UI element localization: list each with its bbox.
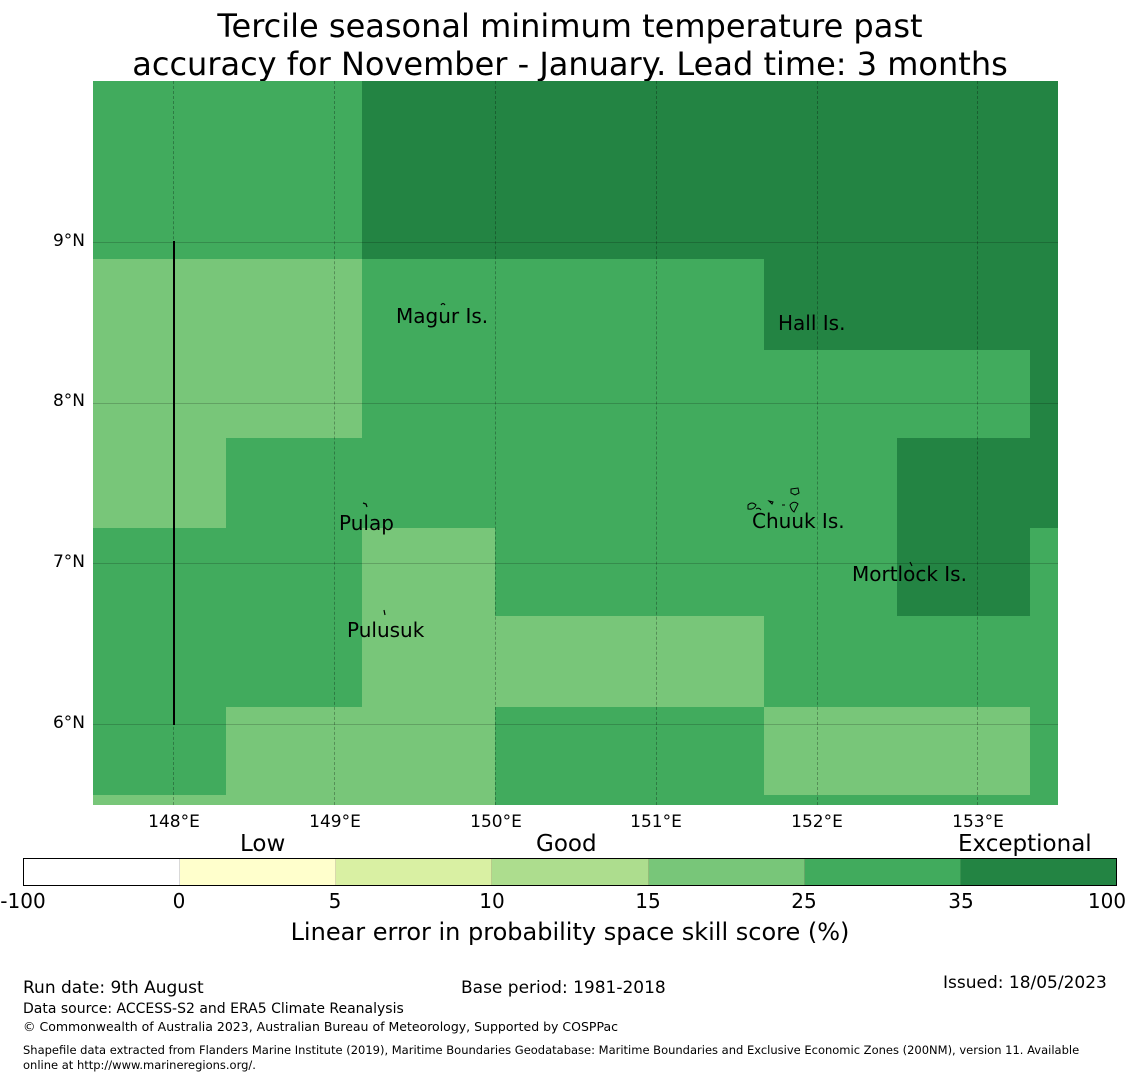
legend-category-exceptional: Exceptional <box>958 831 1092 857</box>
skill-cell <box>93 81 362 260</box>
skill-cell <box>93 259 362 439</box>
issued-date: Issued: 18/05/2023 <box>943 973 1107 993</box>
skill-cell <box>361 528 496 708</box>
parallel-line <box>93 563 1058 565</box>
skill-cell <box>1030 528 1058 618</box>
place-label-pulusuk: Pulusuk <box>347 618 425 642</box>
shapefile-credit-line-1: Shapefile data extracted from Flanders M… <box>23 1043 1080 1057</box>
colorbar-tick: 10 <box>479 889 505 913</box>
skill-score-map: Magur Is. Hall Is. Pulap Chuuk Is. Mortl… <box>93 81 1058 805</box>
skill-cell <box>226 706 496 796</box>
lon-label: 150°E <box>470 812 522 832</box>
skill-cell <box>1030 349 1058 439</box>
skill-cell <box>763 794 1031 805</box>
skill-cell <box>93 437 227 529</box>
skill-cell <box>763 349 1031 439</box>
colorbar-segment <box>960 859 1116 885</box>
colorbar-segment <box>648 859 805 885</box>
place-label-pulap: Pulap <box>339 511 394 535</box>
skill-cell <box>361 259 764 439</box>
place-label-chuuk: Chuuk Is. <box>752 509 845 533</box>
colorbar-segment <box>24 859 181 885</box>
island-outlines <box>362 302 913 616</box>
lat-label: 6°N <box>52 713 85 733</box>
legend-category-good: Good <box>536 831 597 857</box>
shapefile-credit-line-2: online at http://www.marineregions.org/. <box>23 1058 256 1072</box>
skill-cell <box>495 528 897 618</box>
colorbar-tick: 35 <box>948 889 974 913</box>
colorbar-tick: 0 <box>172 889 186 913</box>
maritime-boundary-line <box>173 241 175 725</box>
colorbar-tick: 25 <box>791 889 817 913</box>
skill-cell <box>226 437 898 529</box>
colorbar-segment <box>336 859 493 885</box>
meridian-line <box>816 81 818 805</box>
meridian-line <box>655 81 657 805</box>
lon-label: 151°E <box>630 812 682 832</box>
parallel-line <box>93 402 1058 404</box>
colorbar-tick: 100 <box>1087 889 1127 913</box>
colorbar-segment <box>804 859 961 885</box>
run-date: Run date: 9th August <box>23 978 204 998</box>
colorbar-tick: -100 <box>0 889 46 913</box>
skill-cell <box>763 259 1058 351</box>
skill-cell <box>93 706 227 796</box>
skill-cell <box>763 616 1058 708</box>
lon-label: 152°E <box>791 812 843 832</box>
legend-category-low: Low <box>240 831 286 857</box>
meridian-line <box>977 81 979 805</box>
colorbar-tick: 15 <box>635 889 661 913</box>
place-label-mortlock: Mortlock Is. <box>852 562 967 586</box>
lon-label: 148°E <box>148 812 200 832</box>
skill-cell <box>897 437 1058 529</box>
skill-cell <box>93 528 362 708</box>
data-source: Data source: ACCESS-S2 and ERA5 Climate … <box>23 1001 404 1017</box>
skill-cell <box>897 528 1031 618</box>
place-label-hall: Hall Is. <box>778 311 846 335</box>
lon-label: 153°E <box>952 812 1004 832</box>
colorbar-segment <box>180 859 337 885</box>
map-title-line-1: Tercile seasonal minimum temperature pas… <box>217 7 923 45</box>
copyright-notice: © Commonwealth of Australia 2023, Austra… <box>23 1019 618 1034</box>
base-period: Base period: 1981-2018 <box>461 978 666 998</box>
lat-label: 7°N <box>52 552 85 572</box>
colorbar-tick: 5 <box>328 889 342 913</box>
lat-label: 8°N <box>52 391 85 411</box>
skill-cell <box>763 706 1031 796</box>
colorbar-label: Linear error in probability space skill … <box>290 918 850 946</box>
colorbar <box>23 858 1117 886</box>
colorbar-segment <box>492 859 649 885</box>
skill-cell <box>93 794 495 805</box>
parallel-line <box>93 724 1058 726</box>
lat-label: 9°N <box>52 231 85 251</box>
skill-cell <box>361 81 1058 260</box>
skill-cell <box>495 706 764 805</box>
lon-label: 149°E <box>309 812 361 832</box>
meridian-line <box>334 81 336 805</box>
map-title-line-2: accuracy for November - January. Lead ti… <box>132 45 1008 83</box>
skill-cell <box>1030 706 1058 805</box>
parallel-line <box>93 241 1058 243</box>
skill-cell <box>495 616 764 708</box>
place-label-magur: Magur Is. <box>396 304 489 328</box>
meridian-line <box>495 81 496 805</box>
